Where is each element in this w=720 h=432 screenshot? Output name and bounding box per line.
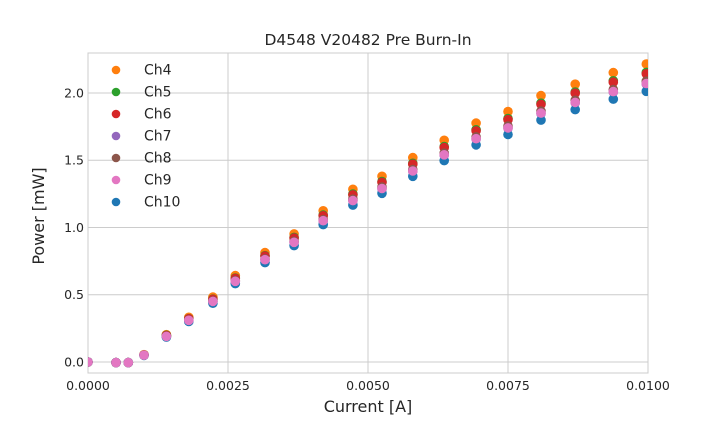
- ch4-point: [641, 59, 648, 69]
- x-tick-label-0.0000: 0.0000: [66, 378, 110, 393]
- legend-swatch-ch9: [111, 175, 121, 185]
- legend-label-ch7: Ch7: [144, 129, 172, 145]
- ch4-point: [608, 67, 619, 78]
- legend-swatch-ch6: [111, 109, 121, 119]
- legend-label-ch4: Ch4: [144, 63, 172, 79]
- ch9-point: [471, 133, 481, 144]
- x-tick-label-0.0075: 0.0075: [486, 378, 530, 393]
- ch9-point: [570, 97, 580, 108]
- ch9-point: [536, 108, 546, 118]
- ch9-point: [88, 357, 93, 367]
- x-axis-label: Current [A]: [324, 397, 413, 416]
- legend-label-ch10: Ch10: [144, 195, 180, 211]
- ch4-point: [536, 90, 546, 101]
- ch9-point: [161, 331, 172, 342]
- legend-label-ch5: Ch5: [144, 85, 172, 101]
- ch9-point: [641, 78, 648, 89]
- ch10-point: [503, 129, 513, 140]
- legend-item-ch7: Ch7: [111, 129, 172, 145]
- legend-item-ch9: Ch9: [111, 173, 172, 189]
- plot-area: 0.0000 0.0025 0.0050 0.0075 0.0100 0.0 0.5 1.0 1…: [64, 52, 670, 393]
- ch4-point: [570, 79, 580, 89]
- ch9-point: [408, 166, 418, 176]
- ch10-point: [570, 104, 580, 115]
- ch6-point: [536, 99, 546, 110]
- y-tick-label-1.0: 1.0: [64, 220, 84, 235]
- axes-spines: [87, 52, 649, 374]
- legend-item-ch6: Ch6: [111, 107, 172, 123]
- ch9-point: [348, 195, 358, 206]
- legend-item-ch10: Ch10: [111, 195, 180, 211]
- ch9-point: [111, 357, 121, 368]
- legend-label-ch9: Ch9: [144, 173, 172, 189]
- chart-title: D4548 V20482 Pre Burn-In: [264, 31, 471, 49]
- y-tick-label-0.5: 0.5: [64, 287, 84, 302]
- y-tick-label-2.0: 2.0: [64, 85, 84, 100]
- ch6-point: [570, 88, 580, 98]
- legend-label-ch6: Ch6: [144, 107, 172, 123]
- legend: Ch4 Ch5 Ch6 Ch7 Ch8 Ch9 Ch10: [111, 63, 180, 211]
- legend-swatch-ch10: [111, 197, 121, 207]
- ch9-point: [123, 357, 134, 368]
- ch4-point: [503, 106, 513, 117]
- y-tick-label-0.0: 0.0: [64, 354, 84, 369]
- legend-item-ch4: Ch4: [111, 63, 172, 79]
- ch9-point: [503, 123, 513, 133]
- legend-swatch-ch8: [111, 153, 121, 163]
- legend-label-ch8: Ch8: [144, 151, 172, 167]
- x-tick-label-0.0100: 0.0100: [626, 378, 670, 393]
- legend-item-ch5: Ch5: [111, 85, 172, 101]
- ch9-point: [139, 350, 149, 361]
- ch9-point: [184, 315, 194, 326]
- ch9-point: [208, 296, 218, 307]
- y-axis-label: Power [mW]: [29, 167, 48, 264]
- ch4-point: [471, 118, 481, 128]
- ch9-point: [439, 150, 450, 160]
- ch10-point: [641, 86, 648, 97]
- scatter-points: [88, 59, 648, 368]
- ch6-point: [608, 77, 619, 87]
- ch10-point: [536, 115, 546, 125]
- ch9-point: [230, 276, 241, 287]
- ch9-point: [318, 215, 329, 226]
- ch10-point: [608, 94, 619, 104]
- x-tick-label-0.0025: 0.0025: [206, 378, 250, 393]
- ch9-point: [289, 237, 299, 248]
- ch6-point: [641, 69, 648, 79]
- ch9-point: [608, 86, 619, 97]
- legend-swatch-ch5: [111, 87, 121, 97]
- legend-swatch-ch4: [111, 65, 121, 75]
- ch9-point: [377, 183, 387, 194]
- series-ch4: [88, 59, 648, 368]
- y-tick-label-1.5: 1.5: [64, 153, 84, 168]
- legend-swatch-ch7: [111, 131, 121, 141]
- x-tick-label-0.0050: 0.0050: [346, 378, 390, 393]
- series-ch9: [88, 78, 648, 368]
- legend-item-ch8: Ch8: [111, 151, 172, 167]
- ch9-point: [260, 254, 270, 265]
